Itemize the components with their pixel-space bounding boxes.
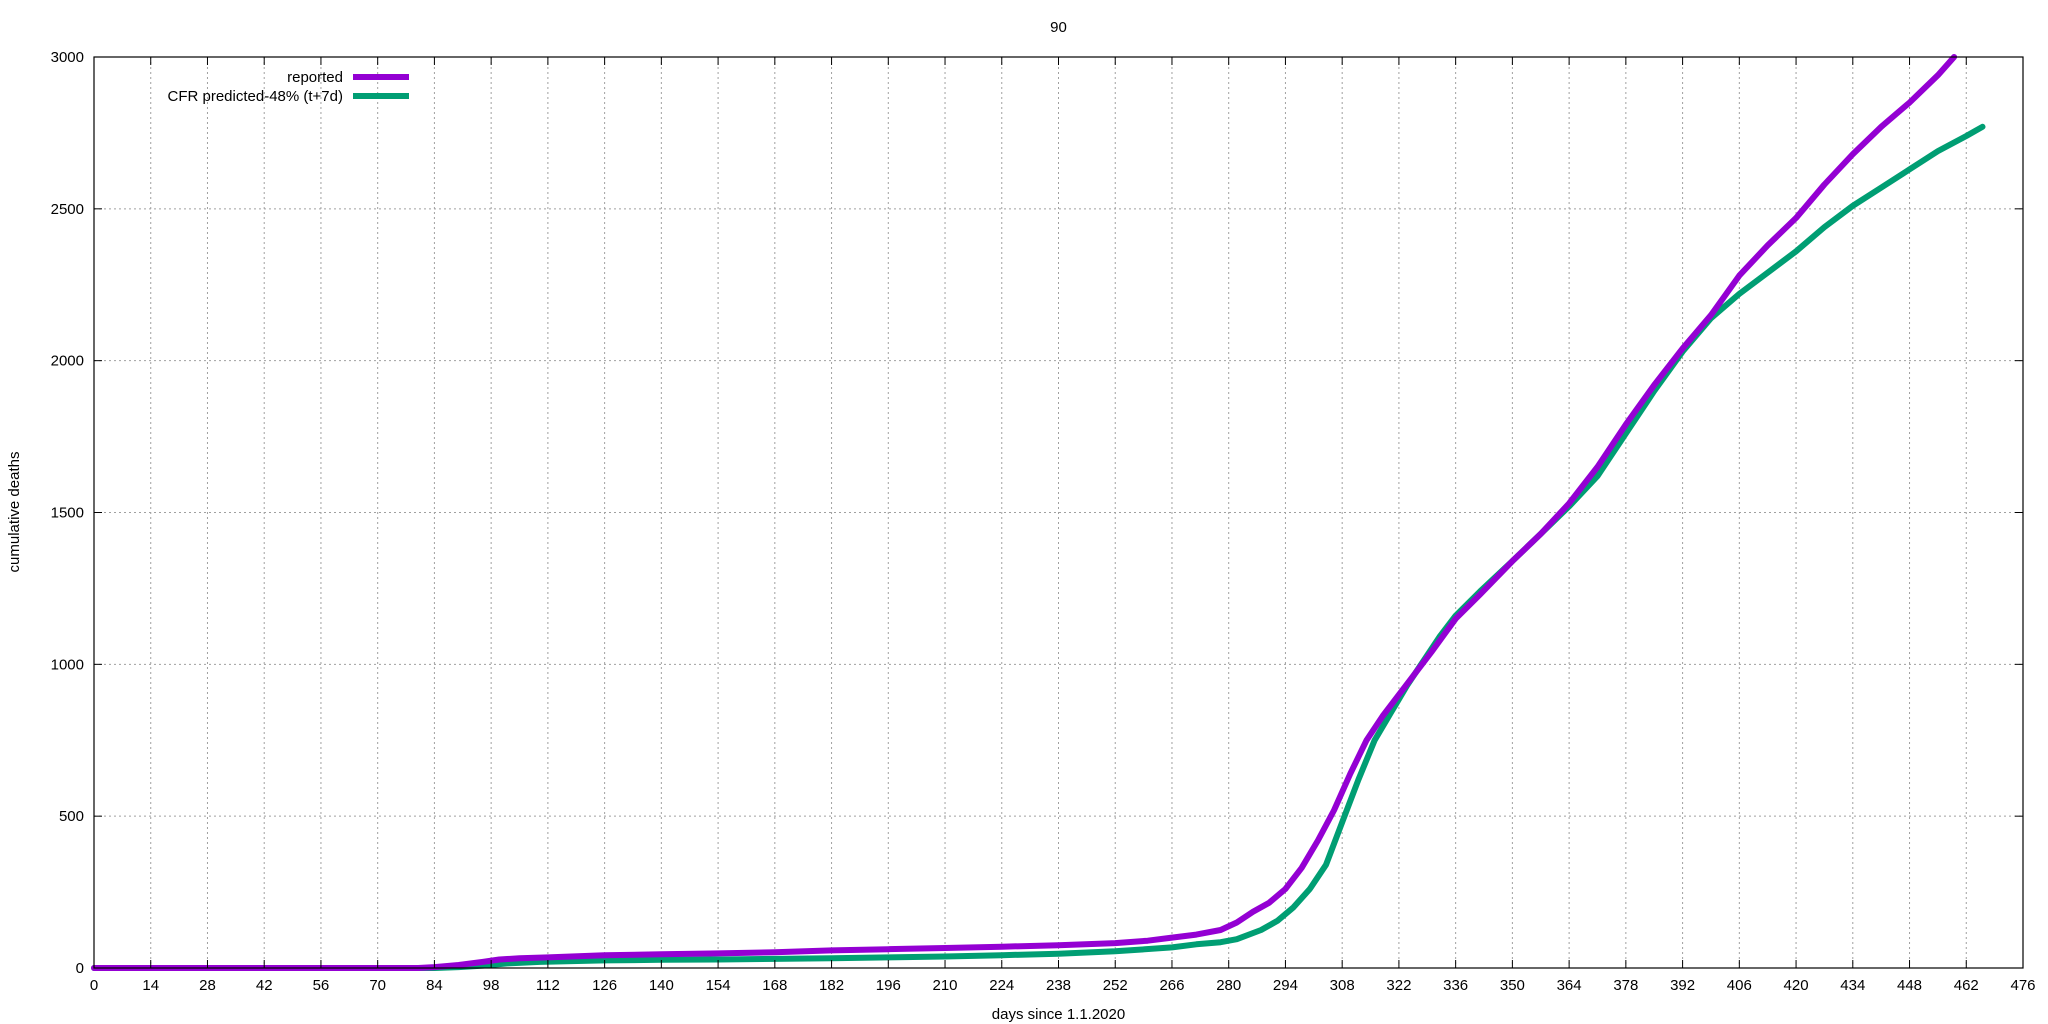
- x-tick-label: 350: [1500, 977, 1525, 994]
- x-tick-label: 448: [1897, 977, 1922, 994]
- x-tick-label: 210: [933, 977, 958, 994]
- x-tick-label: 364: [1557, 977, 1582, 994]
- x-tick-label: 322: [1386, 977, 1411, 994]
- x-tick-label: 182: [819, 977, 844, 994]
- x-tick-label: 406: [1727, 977, 1752, 994]
- x-tick-label: 140: [649, 977, 674, 994]
- series-layer: [91, 54, 1986, 971]
- axis-ticks: 0 14 28 42 56 70 84 98 112 126 140 154 168 182 196 210 2…: [51, 49, 2036, 994]
- x-tick-label: 462: [1954, 977, 1979, 994]
- series-line-cfr-predicted: [91, 123, 1986, 971]
- x-tick-label: 266: [1159, 977, 1184, 994]
- x-tick-label: 126: [592, 977, 617, 994]
- legend-label-cfr-predicted: CFR predicted-48% (t+7d): [168, 88, 344, 105]
- x-tick-label: 238: [1046, 977, 1071, 994]
- x-tick-label: 420: [1784, 977, 1809, 994]
- x-tick-label: 196: [876, 977, 901, 994]
- x-tick-label: 434: [1840, 977, 1865, 994]
- x-tick-label: 28: [199, 977, 216, 994]
- x-tick-label: 84: [426, 977, 443, 994]
- x-tick-label: 0: [90, 977, 98, 994]
- x-tick-label: 378: [1613, 977, 1638, 994]
- y-tick-label: 1500: [51, 505, 84, 522]
- x-tick-label: 112: [536, 977, 560, 994]
- x-tick-label: 336: [1443, 977, 1468, 994]
- x-tick-label: 252: [1103, 977, 1128, 994]
- x-tick-label: 392: [1670, 977, 1695, 994]
- x-tick-label: 308: [1330, 977, 1355, 994]
- x-tick-label: 224: [989, 977, 1014, 994]
- legend: reported CFR predicted-48% (t+7d): [168, 69, 409, 105]
- x-axis-title: days since 1.1.2020: [992, 1006, 1125, 1023]
- grid: [94, 57, 2023, 968]
- y-tick-label: 0: [76, 960, 84, 977]
- x-tick-label: 14: [142, 977, 159, 994]
- series-line-reported: [91, 54, 1958, 971]
- y-tick-label: 3000: [51, 49, 84, 66]
- y-tick-label: 1000: [51, 656, 84, 673]
- x-tick-label: 476: [2010, 977, 2035, 994]
- x-tick-label: 70: [369, 977, 386, 994]
- y-tick-label: 500: [59, 808, 84, 825]
- legend-label-reported: reported: [287, 69, 343, 86]
- x-tick-label: 56: [313, 977, 330, 994]
- y-tick-label: 2500: [51, 201, 84, 218]
- chart-title: 90: [1050, 19, 1067, 36]
- x-tick-label: 154: [706, 977, 731, 994]
- x-tick-label: 294: [1273, 977, 1298, 994]
- x-tick-label: 42: [256, 977, 273, 994]
- x-tick-label: 280: [1216, 977, 1241, 994]
- x-tick-label: 168: [762, 977, 787, 994]
- x-tick-label: 98: [483, 977, 500, 994]
- y-axis-title: cumulative deaths: [6, 452, 23, 573]
- y-tick-label: 2000: [51, 353, 84, 370]
